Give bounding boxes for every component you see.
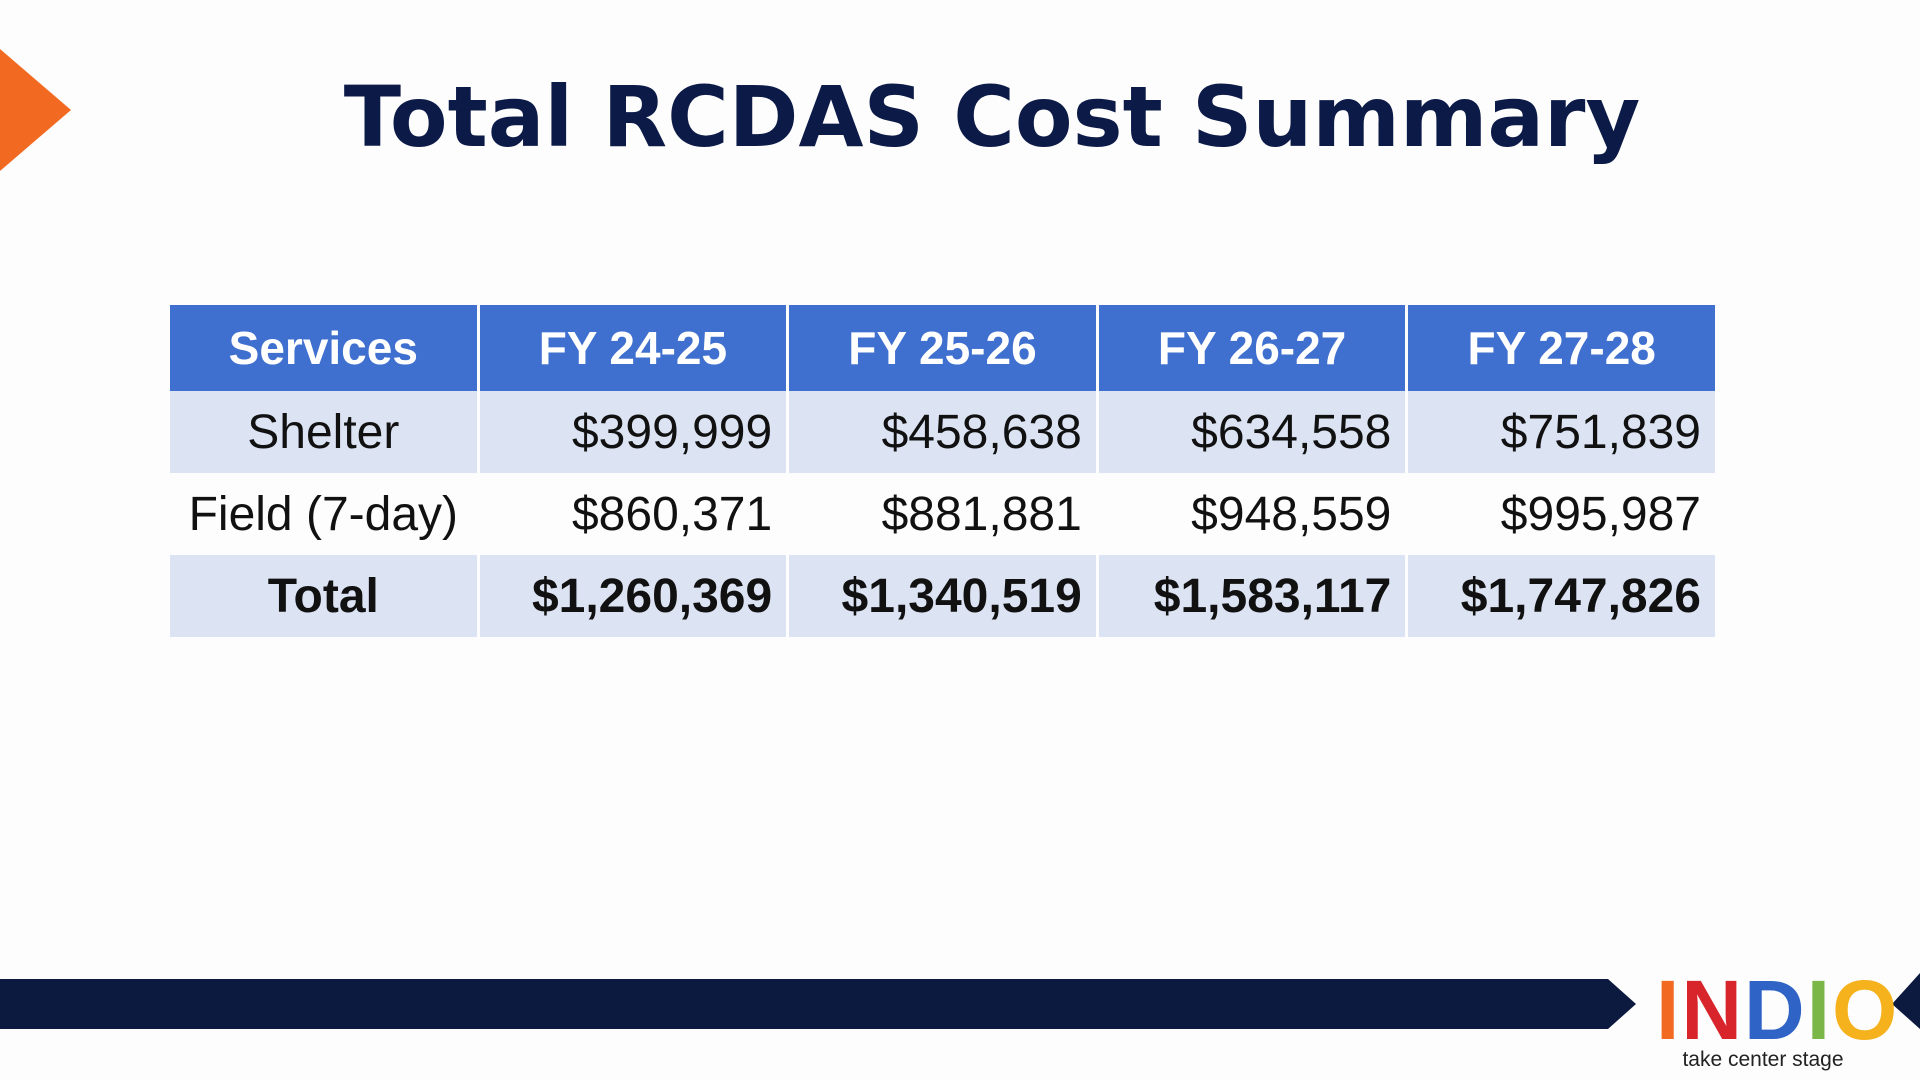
logo: INDIO [1656, 962, 1899, 1059]
table-cell: $1,260,369 [479, 555, 787, 637]
bottom-bar [0, 979, 1636, 1029]
table-cell: $995,987 [1500, 487, 1701, 541]
table-cell: $860,371 [571, 487, 773, 541]
cost-table: Services FY 24-25 FY 25-26 FY 26-27 FY 27-28… [167, 305, 1718, 637]
table-cell: Total [170, 555, 477, 637]
table-row: Shelter $399,999 $458,638 $634,558 $751,839 [170, 391, 1715, 473]
table-cell: $881,881 [881, 487, 1082, 541]
logo-letter: O [1832, 963, 1900, 1057]
logo-letter: I [1806, 963, 1833, 1057]
header-cell: Services [170, 305, 477, 391]
table-cell: Shelter [170, 391, 477, 473]
table-cell: Field (7-day) [188, 487, 458, 541]
table-cell: $399,999 [479, 391, 787, 473]
table-row: Total $1,260,369 $1,340,519 $1,583,117 $1,74… [170, 555, 1715, 637]
header-cell: FY 27-28 [1408, 305, 1715, 391]
slide-title: Total RCDAS Cost Summary [343, 68, 1641, 166]
table-cell: $634,558 [1098, 391, 1406, 473]
orange-arrow [0, 49, 71, 171]
header-cell: FY 26-27 [1098, 305, 1406, 391]
table-cell: $1,583,117 [1098, 555, 1406, 637]
header-cell: FY 24-25 [479, 305, 787, 391]
table-cell: $948,559 [1191, 487, 1392, 541]
header-row: Services FY 24-25 FY 25-26 FY 26-27 FY 27-28 [170, 305, 1715, 391]
header-cell: FY 25-26 [789, 305, 1096, 391]
table-row: Field (7-day) $860,371 $881,881 $948,559 $99… [170, 473, 1715, 555]
right-arrow [1892, 973, 1920, 1029]
logo-letter: I [1656, 963, 1682, 1057]
table-cell: $458,638 [789, 391, 1096, 473]
table-cell: $1,340,519 [789, 555, 1096, 637]
table-cell: $751,839 [1408, 391, 1715, 473]
tagline: take center stage [1682, 1048, 1844, 1071]
logo-letter: N [1681, 963, 1745, 1057]
table-cell: $1,747,826 [1408, 555, 1715, 637]
logo-letter: D [1744, 963, 1807, 1057]
